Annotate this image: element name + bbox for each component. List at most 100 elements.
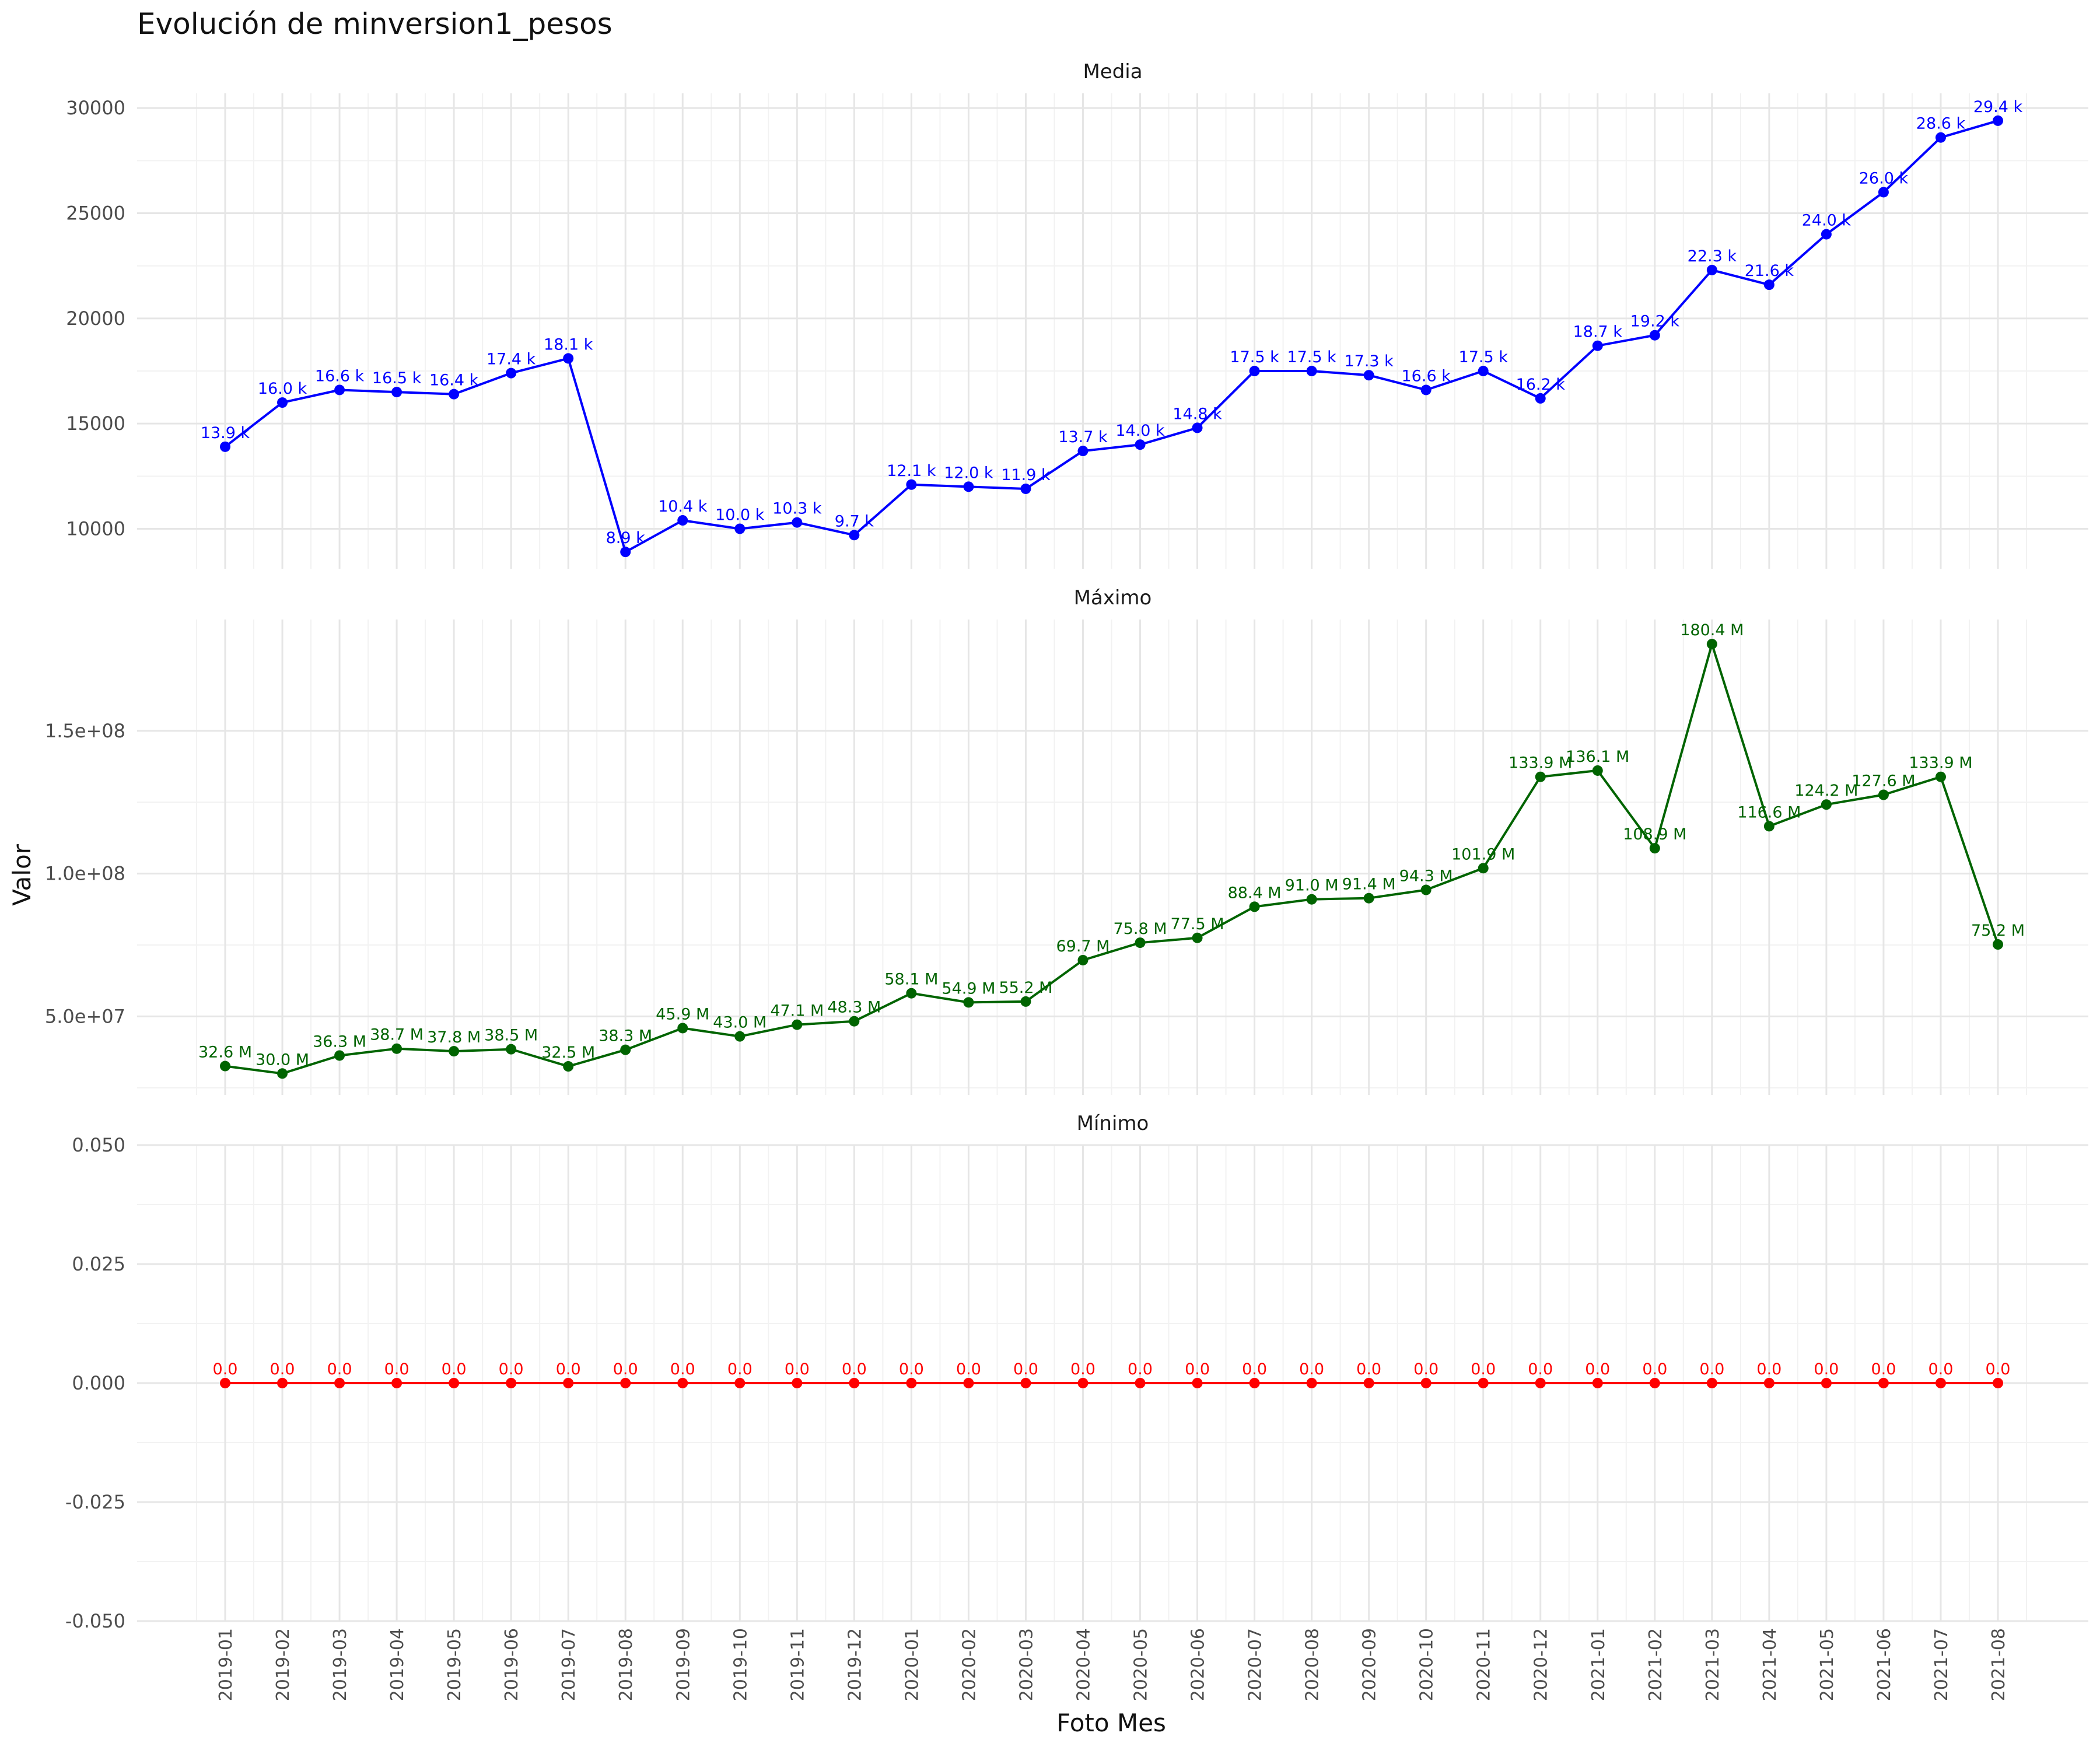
panel-3-data-point (1535, 1378, 1546, 1388)
panel-3-data-point (1592, 1378, 1603, 1388)
panel-2-data-label: 38.7 M (370, 1026, 424, 1044)
panel-2-data-point (1135, 937, 1146, 949)
panel-2-data-point (1192, 932, 1203, 943)
x-tick-label: 2020-04 (1073, 1628, 1094, 1701)
panel-1-data-point (792, 517, 803, 528)
panel-2-data-point (563, 1061, 574, 1072)
panel-2-data-point (1592, 765, 1603, 776)
panel-3-y-tick-label: 0.050 (72, 1134, 125, 1156)
panel-3-data-point (1821, 1378, 1832, 1388)
panel-3-data-label: 0.0 (1814, 1360, 1839, 1378)
panel-2-data-point (1878, 789, 1889, 800)
panel-3-data-point (334, 1378, 345, 1388)
panel-2-data-label: 32.5 M (541, 1044, 595, 1062)
panel-1-data-label: 24.0 k (1802, 212, 1852, 230)
panel-2-data-label: 30.0 M (256, 1051, 309, 1069)
panel-3-y-tick-label: 0.025 (72, 1253, 125, 1275)
x-tick-label: 2019-01 (216, 1628, 236, 1701)
panel-2-data-label: 75.8 M (1114, 920, 1167, 938)
x-tick-label: 2020-10 (1417, 1628, 1437, 1701)
panel-3-data-label: 0.0 (1128, 1360, 1153, 1378)
panel-3-data-label: 0.0 (1471, 1360, 1496, 1378)
panel-2-data-point (1020, 996, 1031, 1007)
panel-1-data-point (563, 353, 574, 364)
panel-2-data-label: 133.9 M (1909, 754, 1972, 772)
panel-3-data-point (1993, 1378, 2003, 1388)
panel-2-data-point (1306, 894, 1317, 905)
panel-2-data-point (792, 1019, 803, 1030)
panel-2-y-tick-label: 1.5e+08 (45, 720, 125, 742)
panel-1-data-point (1192, 422, 1203, 433)
panel-1-data-label: 17.5 k (1230, 348, 1279, 366)
panel-1-data-label: 11.9 k (1001, 466, 1051, 484)
panel-2-data-label: 88.4 M (1228, 884, 1282, 902)
panel-1-data-point (1020, 483, 1031, 494)
panel-3-data-point (1649, 1378, 1660, 1388)
panel-1-data-point (1592, 340, 1603, 351)
panel-2-data-label: 54.9 M (942, 979, 995, 998)
panel-2-data-point (1535, 771, 1546, 782)
panel-1-data-label: 16.2 k (1516, 376, 1566, 394)
panel-1-data-point (677, 515, 688, 526)
panel-1-y-tick-label: 20000 (66, 307, 125, 330)
panel-2-data-point (1706, 639, 1717, 650)
panel-2-data-label: 69.7 M (1056, 937, 1110, 956)
panel-3-data-label: 0.0 (1756, 1360, 1782, 1378)
panel-1-data-label: 16.0 k (258, 380, 307, 398)
panel-3-data-point (849, 1378, 860, 1388)
panel-3-data-point (677, 1378, 688, 1388)
panel-2-data-point (1478, 863, 1489, 874)
panel-3-data-label: 0.0 (327, 1360, 352, 1378)
panel-1-y-tick-label: 25000 (66, 202, 125, 225)
panel-3-y-tick-label: -0.025 (65, 1491, 125, 1513)
panel-1-data-point (1878, 187, 1889, 198)
y-axis-title: Valor (8, 844, 36, 906)
panel-2-data-label: 77.5 M (1171, 915, 1224, 933)
panel-2-data-label: 38.3 M (598, 1027, 652, 1045)
panel-2-data-point (1821, 799, 1832, 810)
panel-3-data-point (1192, 1378, 1203, 1388)
panel-3-data-label: 0.0 (785, 1360, 810, 1378)
panel-3-data-label: 0.0 (1699, 1360, 1724, 1378)
panel-3-data-label: 0.0 (727, 1360, 752, 1378)
panel-3-data-label: 0.0 (1070, 1360, 1096, 1378)
panel-1-data-label: 16.5 k (372, 369, 422, 387)
panel-3-data-point (563, 1378, 574, 1388)
panel-1-data-label: 17.3 k (1344, 352, 1394, 370)
panel-1-data-point (506, 368, 517, 379)
panel-3-data-point (220, 1378, 230, 1388)
panel-2-data-label: 108.9 M (1623, 825, 1686, 844)
panel-2-data-point (449, 1046, 460, 1057)
panel-1-data-label: 12.1 k (887, 462, 936, 480)
panel-1-data-label: 12.0 k (944, 464, 993, 482)
panel-3-data-label: 0.0 (1413, 1360, 1438, 1378)
x-tick-label: 2019-05 (444, 1628, 465, 1701)
panel-2-data-point (1249, 901, 1260, 912)
panel-1-data-label: 8.9 k (606, 529, 646, 547)
x-tick-label: 2020-02 (959, 1628, 979, 1701)
x-tick-label: 2019-09 (673, 1628, 694, 1701)
panel-2-data-label: 127.6 M (1852, 772, 1915, 790)
panel-1-data-point (1306, 366, 1317, 377)
panel-1-data-label: 19.2 k (1630, 313, 1680, 331)
x-tick-label: 2019-03 (330, 1628, 351, 1701)
panel-2-data-point (734, 1031, 746, 1042)
panel-3-data-point (792, 1378, 803, 1388)
panel-1-series-line (224, 119, 1999, 554)
panel-2-data-point (334, 1050, 345, 1061)
panel-1-data-label: 16.6 k (315, 367, 365, 385)
panel-2-data-label: 38.5 M (484, 1027, 538, 1045)
x-tick-label: 2019-07 (559, 1628, 579, 1701)
panel-3-data-point (1077, 1378, 1088, 1388)
panel-2-data-point (906, 988, 917, 999)
panel-2-data-point (849, 1016, 860, 1027)
panel-3-data-point (1020, 1378, 1031, 1388)
panel-1-data-label: 13.7 k (1058, 428, 1108, 446)
panel-2-y-tick-label: 1.0e+08 (45, 863, 125, 885)
x-tick-label: 2019-11 (788, 1628, 808, 1701)
x-tick-label: 2021-07 (1931, 1628, 1952, 1701)
panel-1-data-point (277, 397, 288, 408)
panel-3-data-point (506, 1378, 517, 1388)
panel-2-data-point (1763, 821, 1774, 832)
